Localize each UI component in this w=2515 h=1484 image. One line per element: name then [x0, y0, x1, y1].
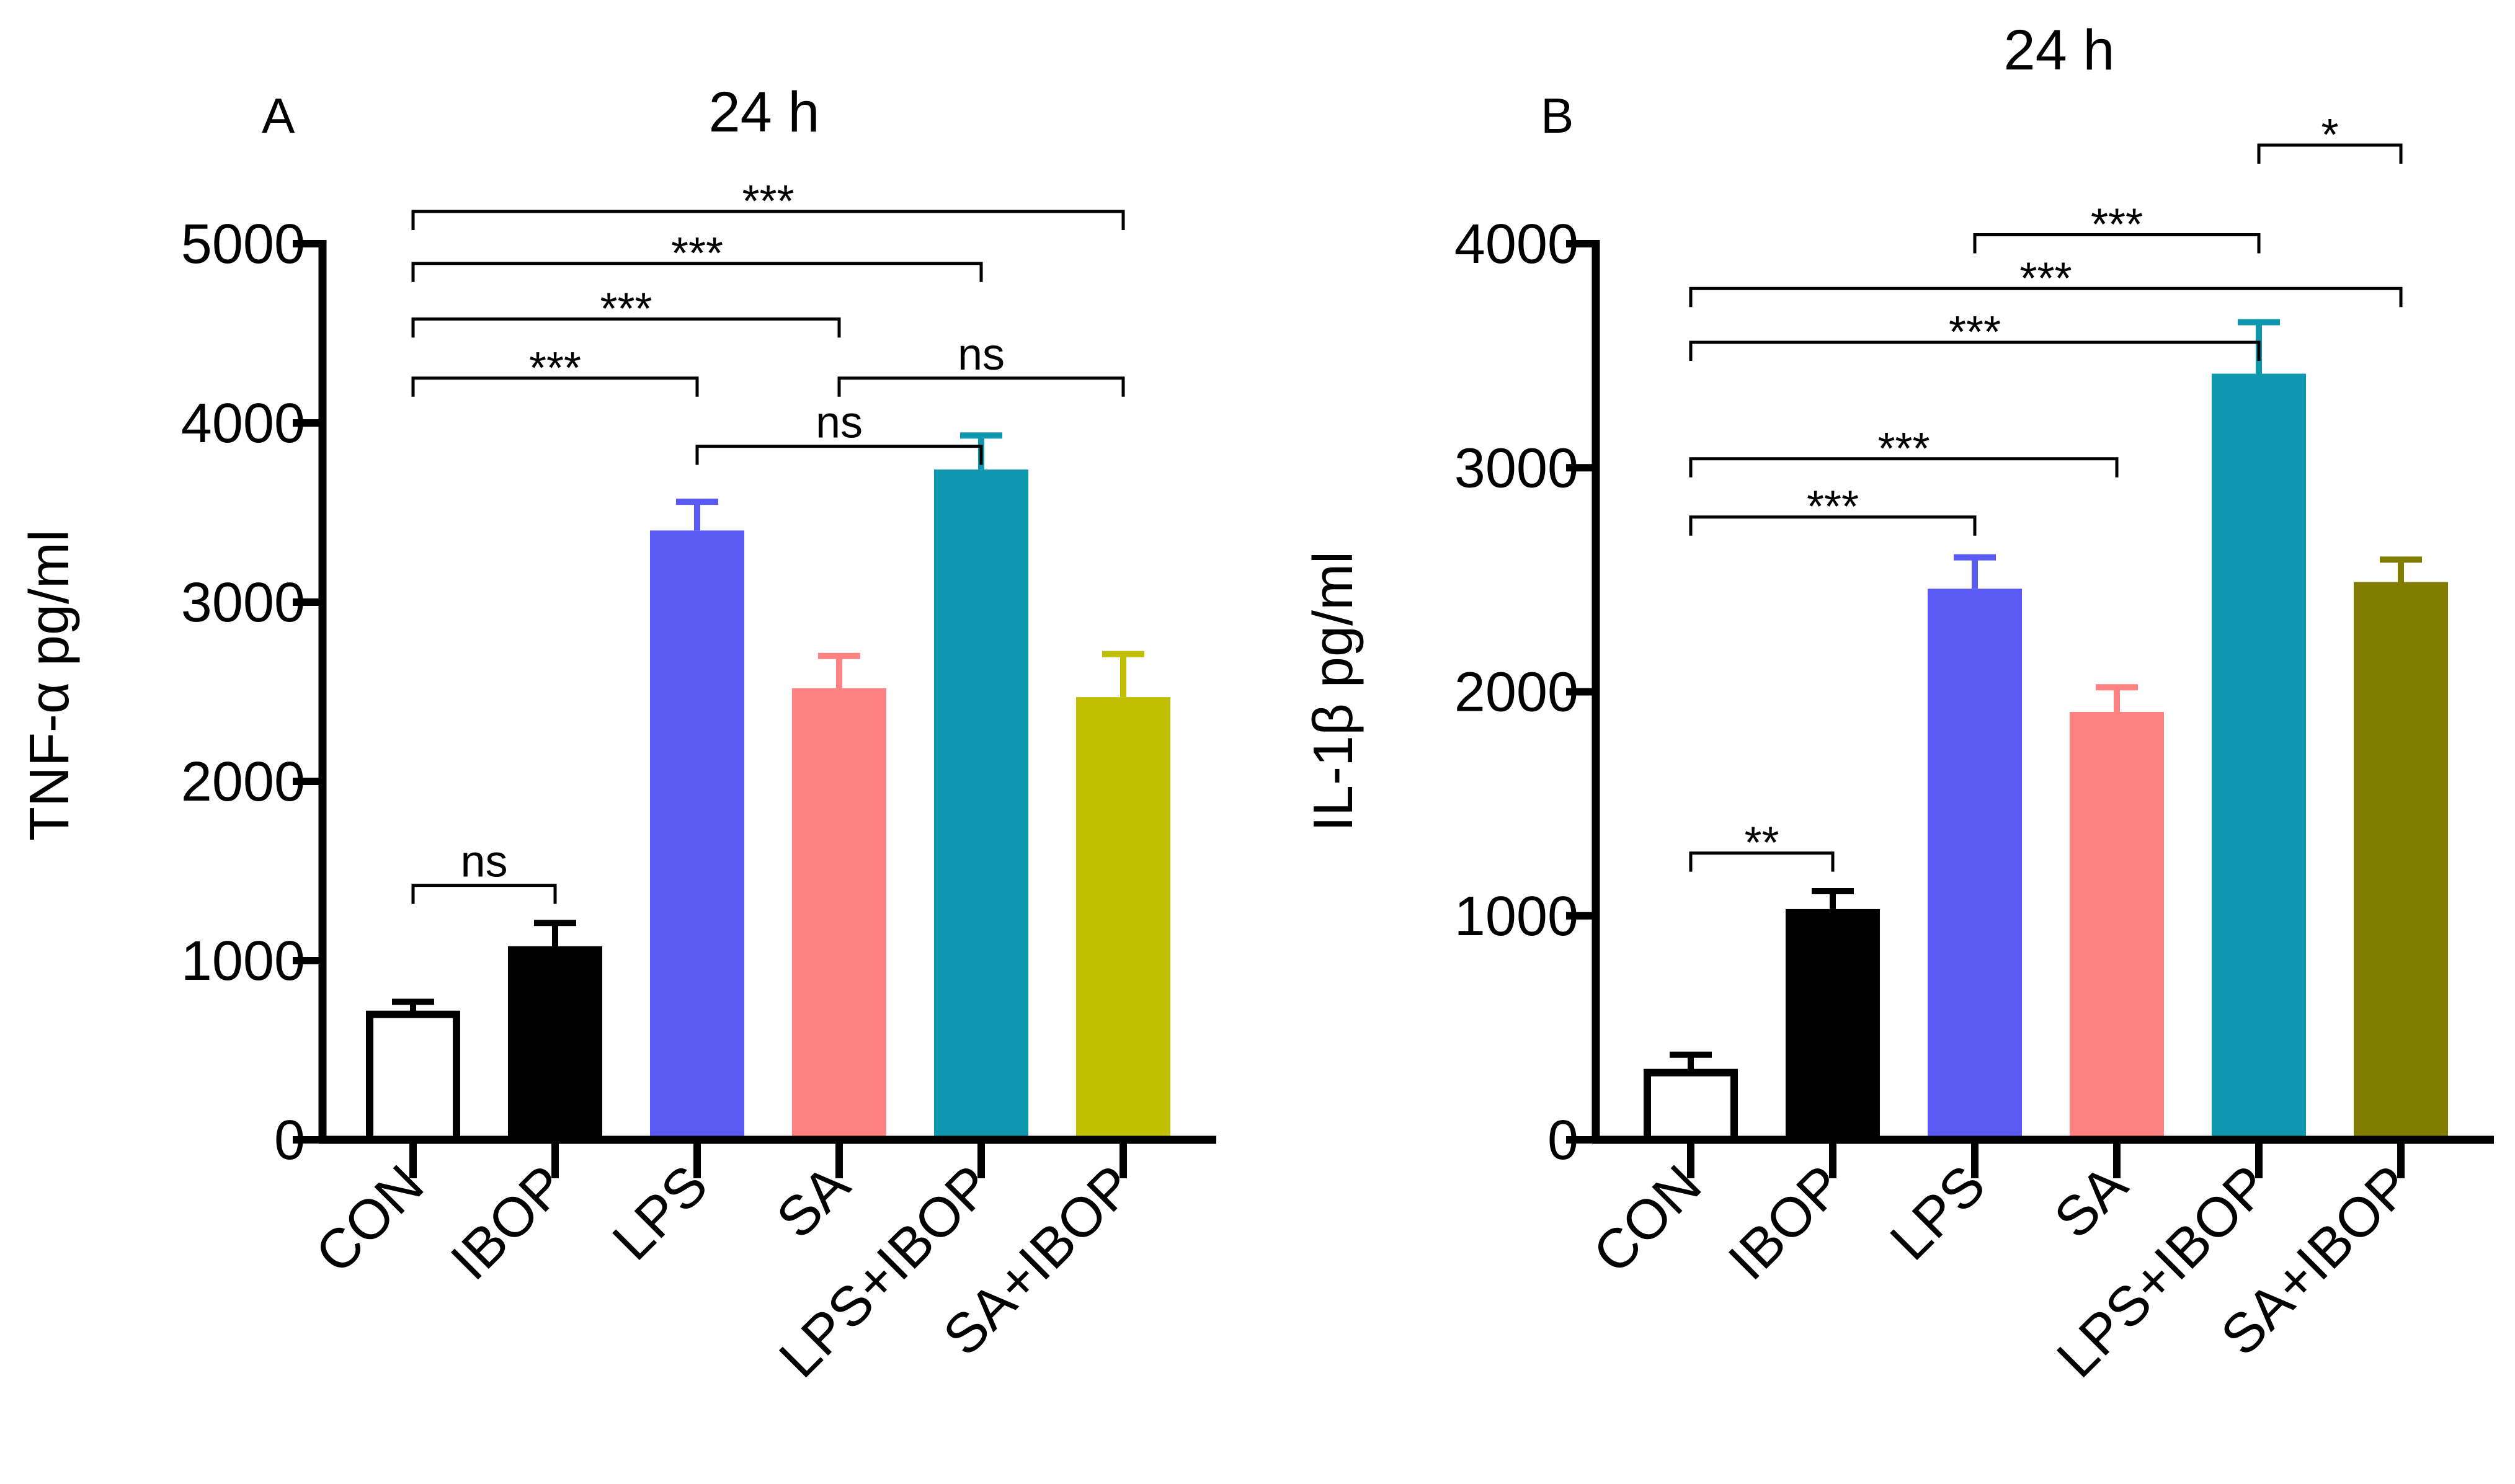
bar-sa	[792, 688, 886, 1140]
y-tick-label: 1000	[1454, 886, 1578, 948]
significance-bracket	[1689, 515, 1977, 536]
x-tick-label: LPS	[601, 1153, 719, 1272]
y-tick-label: 1000	[181, 930, 305, 992]
significance-label: ***	[742, 177, 794, 226]
bar-con	[1644, 1069, 1738, 1144]
significance-bracket	[2257, 143, 2403, 164]
significance-label: ***	[1807, 482, 1859, 532]
significance-bracket	[1973, 233, 2261, 254]
bar-ibop	[1786, 909, 1880, 1140]
significance-bracket	[695, 445, 983, 465]
y-axis-label: IL-1β pg/ml	[1302, 551, 1364, 832]
y-tick-label: 3000	[1454, 437, 1578, 499]
significance-label: ***	[1877, 424, 1930, 474]
significance-label: ***	[2019, 254, 2072, 303]
significance-label: ***	[600, 284, 652, 334]
bar-lps	[1928, 589, 2022, 1140]
significance-bracket	[411, 884, 557, 904]
significance-label: **	[1744, 819, 1779, 868]
significance-label: ns	[816, 398, 863, 448]
significance-label: ***	[529, 344, 581, 393]
significance-label: ***	[671, 229, 723, 278]
panel-label: A	[262, 88, 295, 143]
significance-label: ***	[2091, 200, 2143, 250]
significance-bracket	[1689, 457, 2119, 478]
significance-label: ***	[1949, 308, 2001, 357]
significance-bracket	[411, 317, 841, 338]
significance-bracket	[1689, 851, 1835, 872]
panel-a-chart: A 24 h TNF-α pg/ml 010002000300040005000…	[19, 81, 1216, 1390]
chart-title: 24 h	[708, 81, 819, 144]
bar-lps	[650, 530, 744, 1140]
x-tick-label: LPS	[1879, 1153, 1997, 1272]
y-tick-label: 4000	[1454, 213, 1578, 275]
significance-label: ns	[958, 330, 1005, 380]
significance-label: ns	[460, 837, 507, 887]
bar-sa-plus-ibop	[1076, 697, 1170, 1140]
panel-label: B	[1541, 88, 1574, 143]
bar-lps-plus-ibop	[2212, 373, 2306, 1140]
x-tick-label: SA	[765, 1153, 862, 1250]
significance-bracket	[1689, 340, 2261, 361]
y-axis-label: TNF-α pg/ml	[19, 530, 81, 841]
y-tick-label: 2000	[181, 751, 305, 813]
y-tick-label: 4000	[181, 393, 305, 455]
y-tick-label: 5000	[181, 213, 305, 275]
significance-bracket	[837, 376, 1125, 397]
x-tick-label: SA	[2043, 1153, 2140, 1250]
significance-bracket	[411, 210, 1125, 230]
significance-bracket	[411, 376, 699, 397]
bar-lps-plus-ibop	[934, 469, 1028, 1140]
y-tick-label: 2000	[1454, 662, 1578, 724]
significance-bracket	[411, 262, 983, 282]
bar-sa-plus-ibop	[2354, 582, 2448, 1140]
bar-con	[366, 1010, 460, 1144]
chart-title: 24 h	[2003, 19, 2114, 82]
significance-bracket	[1689, 287, 2403, 308]
significance-label: *	[2321, 110, 2338, 160]
y-tick-label: 3000	[181, 572, 305, 634]
bar-sa	[2070, 712, 2164, 1140]
bar-ibop	[508, 946, 602, 1140]
